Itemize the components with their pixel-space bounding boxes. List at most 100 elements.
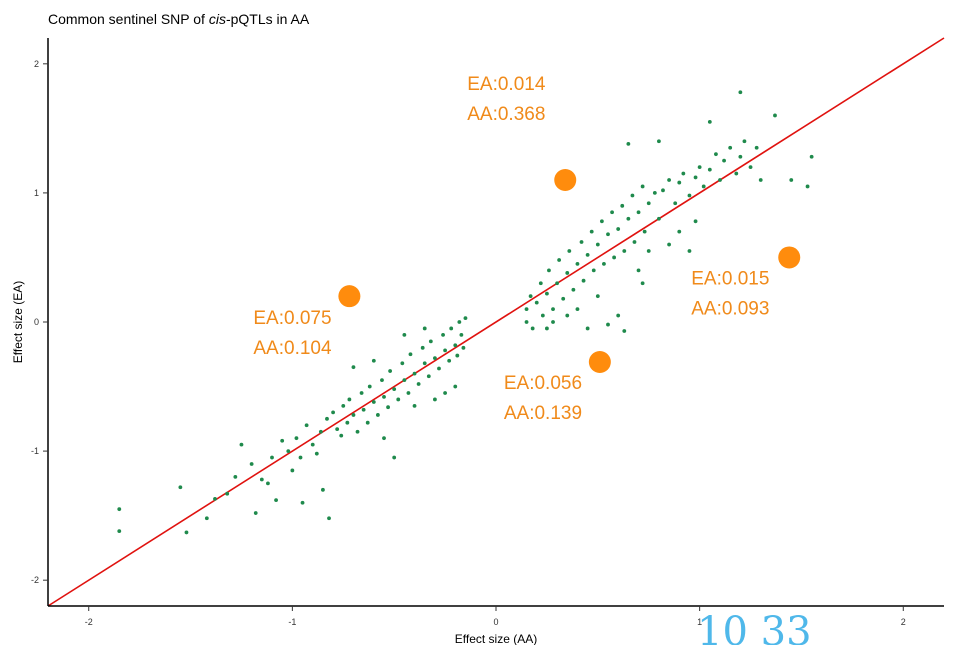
data-point-18	[294, 436, 299, 441]
data-point-125	[687, 193, 692, 198]
data-point-34	[351, 413, 356, 417]
highlight-point-3	[778, 246, 801, 269]
data-point-14	[274, 498, 278, 503]
data-point-159	[667, 242, 671, 247]
data-point-56	[426, 374, 431, 379]
data-point-10	[253, 511, 258, 515]
data-point-70	[453, 384, 458, 389]
data-point-84	[534, 300, 539, 305]
x-tick-label-2: 0	[493, 617, 498, 627]
x-tick-label-1: -1	[288, 617, 296, 627]
data-point-146	[809, 154, 814, 159]
data-point-36	[359, 391, 364, 395]
data-point-88	[547, 268, 551, 273]
data-point-13	[270, 455, 274, 460]
data-point-24	[318, 429, 323, 434]
data-point-120	[661, 188, 665, 193]
data-point-133	[728, 145, 733, 150]
data-point-148	[585, 326, 590, 331]
data-point-53	[416, 382, 421, 386]
data-point-40	[371, 400, 376, 404]
data-point-161	[687, 249, 692, 253]
data-point-90	[555, 281, 559, 286]
data-point-67	[459, 333, 464, 337]
data-point-86	[540, 313, 545, 318]
x-tick-label-3: 1	[697, 617, 702, 627]
data-point-140	[626, 141, 631, 146]
data-point-142	[707, 120, 712, 124]
data-point-12	[266, 481, 270, 486]
highlight-point-1	[554, 169, 577, 191]
data-point-78	[351, 365, 356, 370]
data-point-149	[606, 322, 610, 327]
data-point-65	[455, 353, 460, 358]
data-point-114	[636, 210, 641, 215]
data-point-94	[567, 249, 572, 253]
data-point-51	[408, 352, 413, 357]
data-point-106	[610, 210, 614, 215]
data-point-66	[457, 320, 462, 324]
data-point-163	[640, 281, 645, 286]
data-point-97	[579, 240, 584, 244]
data-point-25	[321, 487, 325, 492]
data-point-116	[642, 229, 647, 234]
data-point-153	[565, 313, 570, 318]
data-point-96	[575, 262, 580, 266]
highlight-label-3-line-0: EA:0.015	[691, 268, 769, 289]
data-point-68	[461, 345, 466, 350]
data-point-129	[707, 167, 712, 172]
x-tick-label-0: -2	[85, 617, 93, 627]
data-point-6	[225, 491, 230, 496]
data-point-22	[310, 442, 315, 447]
chart-title-part-2: -pQTLs in AA	[226, 11, 310, 27]
data-point-108	[616, 227, 621, 231]
data-point-113	[632, 240, 637, 244]
highlight-layer: EA:0.075 AA:0.104 EA:0.014 AA:0.368 EA:0.056…	[253, 74, 801, 424]
highlight-label-3-line-1: AA:0.093	[691, 298, 769, 319]
data-point-44	[386, 405, 390, 410]
data-point-42	[380, 378, 384, 382]
data-point-5	[213, 496, 217, 501]
data-point-124	[681, 171, 686, 176]
data-point-38	[365, 420, 370, 425]
y-tick-label-0: -2	[31, 575, 39, 585]
data-point-89	[551, 307, 555, 311]
data-point-28	[331, 410, 335, 415]
data-point-43	[382, 394, 386, 399]
highlight-label-1-line-0: EA:0.014	[467, 74, 546, 95]
data-point-41	[375, 413, 380, 417]
data-point-35	[355, 429, 360, 434]
data-point-4	[204, 516, 209, 521]
data-point-85	[538, 281, 543, 286]
data-point-131	[718, 178, 722, 182]
highlight-label-2-line-1: AA:0.139	[504, 403, 582, 424]
data-point-9	[249, 462, 254, 466]
data-point-11	[259, 477, 264, 482]
data-point-110	[622, 249, 627, 253]
data-point-109	[620, 203, 625, 208]
data-point-19	[298, 455, 303, 460]
data-point-0	[117, 507, 122, 512]
data-point-126	[693, 175, 698, 180]
data-point-156	[595, 294, 600, 299]
data-point-87	[545, 291, 549, 296]
data-point-16	[286, 449, 291, 453]
data-point-128	[701, 184, 706, 189]
data-point-62	[447, 358, 452, 363]
data-point-63	[449, 326, 454, 331]
chart-title-italic-part: cis	[209, 11, 226, 27]
data-point-105	[606, 232, 610, 237]
data-point-75	[412, 404, 417, 408]
data-point-31	[341, 404, 346, 408]
data-point-47	[396, 397, 401, 402]
data-point-46	[392, 387, 397, 392]
data-point-158	[646, 249, 651, 253]
data-point-132	[722, 158, 726, 163]
data-point-39	[367, 384, 372, 389]
y-tick-label-3: 1	[34, 188, 39, 198]
data-point-80	[524, 320, 529, 324]
data-point-20	[300, 500, 305, 505]
x-tick-label-4: 2	[901, 617, 906, 627]
data-point-98	[581, 278, 586, 283]
